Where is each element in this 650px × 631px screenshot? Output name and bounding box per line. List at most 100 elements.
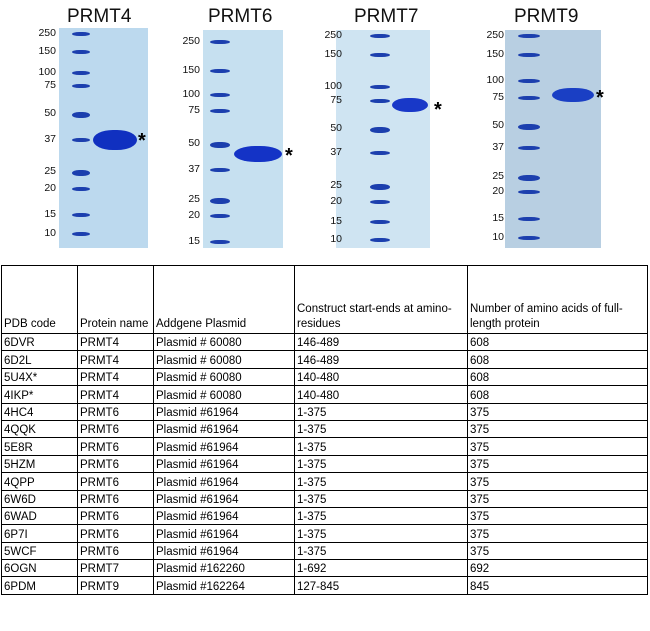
table-row: 4QQK PRMT6 Plasmid #61964 1-375 375	[1, 419, 648, 439]
aa-count-cell: 375	[467, 524, 648, 543]
aa-count-cell: 608	[467, 350, 648, 369]
ladder-band	[518, 236, 540, 240]
construct-range-cell: 1-375	[294, 454, 468, 474]
ladder-band	[370, 200, 390, 204]
aa-count-cell: 375	[467, 541, 648, 561]
construct-range-cell: 127-845	[294, 576, 468, 595]
aa-count-cell: 375	[467, 454, 648, 474]
marker-label: 250	[38, 27, 56, 39]
construct-range-cell: 1-692	[294, 559, 468, 578]
plasmid-cell: Plasmid #61964	[153, 437, 295, 456]
ladder-band	[210, 93, 230, 97]
protein-name-cell: PRMT6	[77, 454, 154, 474]
ladder-band	[72, 213, 90, 217]
protein-name-cell: PRMT9	[77, 576, 154, 595]
ladder-band	[518, 53, 540, 57]
construct-range-cell: 140-480	[294, 367, 468, 387]
pdb-code-cell: 6W6D	[1, 489, 78, 508]
header-pdb-code: PDB code	[1, 265, 78, 334]
plasmid-cell: Plasmid #61964	[153, 506, 295, 526]
protein-band	[392, 98, 428, 112]
marker-label: 250	[182, 35, 200, 47]
marker-label: 25	[330, 179, 342, 191]
construct-range-cell: 146-489	[294, 332, 468, 352]
aa-count-cell: 375	[467, 489, 648, 508]
table-body: 6DVR PRMT4 Plasmid # 60080 146-489 608 6D2L PR…	[1, 332, 648, 595]
ladder-band	[518, 79, 540, 83]
plasmid-cell: Plasmid # 60080	[153, 367, 295, 387]
plasmid-cell: Plasmid #162264	[153, 576, 295, 595]
gel-image	[505, 30, 601, 248]
ladder-band	[518, 96, 540, 100]
pdb-code-cell: 4QQK	[1, 419, 78, 439]
plasmid-cell: Plasmid #61964	[153, 524, 295, 543]
plasmid-cell: Plasmid #162260	[153, 559, 295, 578]
plasmid-cell: Plasmid #61964	[153, 472, 295, 491]
ladder-band	[72, 71, 90, 75]
marker-label: 37	[44, 133, 56, 145]
ladder-band	[210, 198, 230, 204]
protein-name-cell: PRMT6	[77, 472, 154, 491]
ladder-band	[210, 168, 230, 172]
ladder-band	[370, 151, 390, 155]
ladder-band	[518, 190, 540, 194]
gel-title: PRMT4	[67, 6, 132, 27]
marker-label: 50	[44, 107, 56, 119]
ladder-band	[370, 127, 390, 133]
table-row: 6W6D PRMT6 Plasmid #61964 1-375 375	[1, 489, 648, 508]
marker-label: 100	[38, 66, 56, 78]
marker-label: 100	[486, 74, 504, 86]
ladder-band	[210, 40, 230, 44]
aa-count-cell: 692	[467, 559, 648, 578]
marker-label: 150	[182, 64, 200, 76]
table-row: 5WCF PRMT6 Plasmid #61964 1-375 375	[1, 541, 648, 561]
construct-range-cell: 1-375	[294, 524, 468, 543]
marker-label: 20	[44, 182, 56, 194]
table-row: 5HZM PRMT6 Plasmid #61964 1-375 375	[1, 454, 648, 474]
construct-range-cell: 1-375	[294, 437, 468, 456]
pdb-table: PDB code Protein name Addgene Plasmid Co…	[1, 265, 648, 595]
table-header-row: PDB code Protein name Addgene Plasmid Co…	[1, 265, 648, 334]
pdb-code-cell: 6PDM	[1, 576, 78, 595]
aa-count-cell: 375	[467, 472, 648, 491]
aa-count-cell: 375	[467, 437, 648, 456]
ladder-band	[210, 69, 230, 73]
protein-name-cell: PRMT4	[77, 367, 154, 387]
aa-count-cell: 375	[467, 506, 648, 526]
gel-title: PRMT6	[208, 6, 273, 27]
ladder-band	[370, 184, 390, 190]
aa-count-cell: 845	[467, 576, 648, 595]
marker-label: 50	[330, 122, 342, 134]
protein-name-cell: PRMT7	[77, 559, 154, 578]
marker-label: 50	[188, 137, 200, 149]
table-row: 5E8R PRMT6 Plasmid #61964 1-375 375	[1, 437, 648, 456]
pdb-code-cell: 5WCF	[1, 541, 78, 561]
ladder-band	[518, 124, 540, 130]
table-row: 6DVR PRMT4 Plasmid # 60080 146-489 608	[1, 332, 648, 352]
marker-label: 20	[492, 185, 504, 197]
plasmid-cell: Plasmid # 60080	[153, 332, 295, 352]
ladder-band	[370, 85, 390, 89]
ladder-band	[370, 34, 390, 38]
marker-label: 10	[44, 227, 56, 239]
table-row: 4IKP* PRMT4 Plasmid # 60080 140-480 608	[1, 385, 648, 404]
pdb-code-cell: 6P7I	[1, 524, 78, 543]
marker-label: 37	[188, 163, 200, 175]
header-protein-name: Protein name	[77, 265, 154, 334]
band-asterisk: *	[285, 145, 293, 167]
table-row: 4QPP PRMT6 Plasmid #61964 1-375 375	[1, 472, 648, 491]
marker-label: 10	[330, 233, 342, 245]
table-row: 6PDM PRMT9 Plasmid #162264 127-845 845	[1, 576, 648, 595]
marker-label: 37	[492, 141, 504, 153]
pdb-code-cell: 4HC4	[1, 402, 78, 421]
protein-name-cell: PRMT6	[77, 489, 154, 508]
ladder-band	[72, 50, 90, 54]
marker-label: 75	[188, 104, 200, 116]
ladder-band	[518, 34, 540, 38]
ladder-band	[72, 170, 90, 176]
marker-label: 150	[486, 48, 504, 60]
ladder-band	[370, 220, 390, 224]
protein-name-cell: PRMT6	[77, 419, 154, 439]
protein-band	[93, 130, 137, 150]
ladder-band	[72, 112, 90, 118]
